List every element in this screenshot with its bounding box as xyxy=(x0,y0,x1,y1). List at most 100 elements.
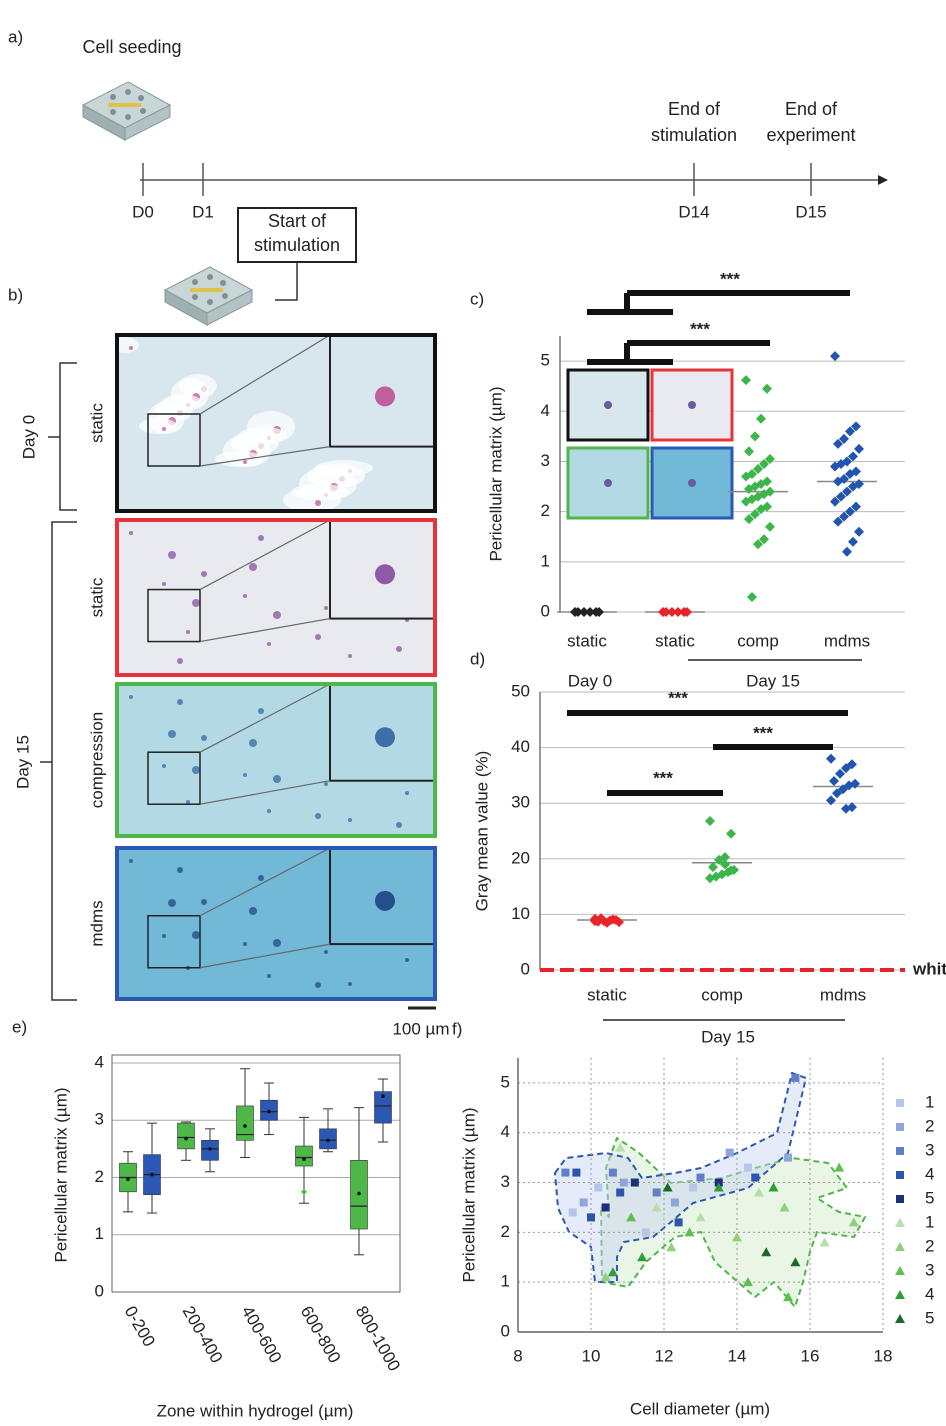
cell xyxy=(688,401,696,409)
cell xyxy=(243,942,247,946)
legend-label: 3 xyxy=(925,1140,934,1159)
panel-label: b) xyxy=(8,285,23,304)
y-tick-label: 4 xyxy=(541,401,550,420)
y-tick-label: 2 xyxy=(541,501,550,520)
scale-bar-label: 100 µm xyxy=(392,1019,449,1038)
x-tick-label: 14 xyxy=(728,1346,747,1365)
x-tick-label: comp xyxy=(701,985,743,1004)
y-tick-label: 3 xyxy=(95,1110,104,1129)
data-point xyxy=(829,776,839,786)
data-point xyxy=(826,795,836,805)
y-axis-label: Pericellular matrix (µm) xyxy=(486,386,505,561)
cell xyxy=(162,764,166,768)
data-point xyxy=(587,1213,595,1221)
cell xyxy=(324,782,328,786)
outlier xyxy=(301,1189,307,1195)
x-tick-label: static xyxy=(587,985,627,1004)
mean-marker xyxy=(326,1138,330,1142)
mean-marker xyxy=(150,1173,154,1177)
x-tick-label: 10 xyxy=(582,1346,601,1365)
data-point xyxy=(653,1189,661,1197)
cell xyxy=(604,401,612,409)
bracket xyxy=(40,522,77,1000)
cell xyxy=(243,594,247,598)
cell xyxy=(688,479,696,487)
data-point xyxy=(762,384,772,394)
cell xyxy=(258,535,264,541)
event-box: Start of stimulation xyxy=(237,207,357,263)
cell xyxy=(267,809,271,813)
data-point xyxy=(642,1228,650,1236)
data-point xyxy=(609,1169,617,1177)
data-point xyxy=(561,1169,569,1177)
legend-marker xyxy=(895,1290,905,1299)
legend-marker xyxy=(896,1123,904,1131)
cell xyxy=(267,974,271,978)
y-tick-label: 0 xyxy=(95,1281,104,1300)
cell xyxy=(315,813,321,819)
cell xyxy=(186,800,190,804)
cell xyxy=(129,859,133,863)
data-point xyxy=(705,816,715,826)
group-label: Day 15 xyxy=(13,735,32,789)
data-point xyxy=(569,1208,577,1216)
panel-label: e) xyxy=(12,1017,27,1036)
y-tick-label: 40 xyxy=(511,737,530,756)
group-label: Day 15 xyxy=(746,671,800,690)
data-point xyxy=(666,1242,676,1251)
data-point xyxy=(834,1163,844,1172)
y-tick-label: 0 xyxy=(501,1321,510,1340)
data-point xyxy=(848,537,858,547)
day-label: D0 xyxy=(132,202,154,221)
legend-label: 5 xyxy=(925,1308,934,1327)
y-tick-label: 2 xyxy=(501,1222,510,1241)
data-point xyxy=(697,1174,705,1182)
mean-marker xyxy=(184,1137,188,1141)
cell xyxy=(348,982,352,986)
cell xyxy=(243,773,247,777)
data-point xyxy=(747,592,757,602)
event-label: End of experiment xyxy=(756,96,866,148)
day-label: D14 xyxy=(678,202,709,221)
group-label: Day 0 xyxy=(568,671,612,690)
cell xyxy=(249,907,257,915)
device-icon xyxy=(165,267,252,325)
x-tick-label: 18 xyxy=(874,1346,893,1365)
data-point xyxy=(784,1154,792,1162)
y-tick-label: 4 xyxy=(95,1052,104,1071)
legend-label: 4 xyxy=(925,1164,934,1183)
significance-label: *** xyxy=(753,723,773,742)
significance-label: *** xyxy=(668,688,688,707)
legend-label: 2 xyxy=(925,1116,934,1135)
y-tick-label: 3 xyxy=(501,1172,510,1191)
y-axis-label: Gray mean value (%) xyxy=(472,751,491,912)
cell xyxy=(348,654,352,658)
data-point xyxy=(726,1149,734,1157)
y-tick-label: 1 xyxy=(95,1224,104,1243)
x-tick-label: mdms xyxy=(824,631,870,650)
day-label: D15 xyxy=(795,202,826,221)
y-tick-label: 30 xyxy=(511,793,530,812)
data-point xyxy=(726,829,736,839)
cell xyxy=(405,958,409,962)
y-tick-label: 5 xyxy=(541,351,550,370)
data-point xyxy=(744,1164,752,1172)
cell xyxy=(201,735,207,741)
data-point xyxy=(631,1179,639,1187)
cell xyxy=(177,658,183,664)
x-tick-label: comp xyxy=(737,631,779,650)
group-label: Day 15 xyxy=(701,1027,755,1046)
cell xyxy=(168,899,176,907)
legend-label: 5 xyxy=(925,1188,934,1207)
cell xyxy=(348,818,352,822)
cell xyxy=(162,934,166,938)
cell xyxy=(273,611,281,619)
cell xyxy=(375,386,395,406)
figure-canvas: a)D0D1D14D15b)staticstaticcompressionmdm… xyxy=(0,0,946,1426)
y-tick-label: 0 xyxy=(521,959,530,978)
panel-label: a) xyxy=(8,27,23,46)
cell xyxy=(243,460,247,464)
cell xyxy=(162,582,166,586)
data-point xyxy=(756,414,766,424)
significance-label: *** xyxy=(720,269,740,288)
